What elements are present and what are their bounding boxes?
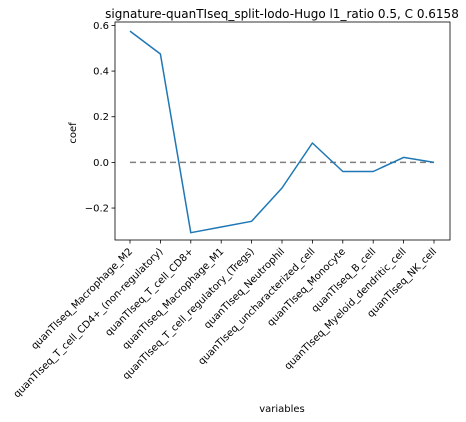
y-tick-label: 0.2: [93, 112, 109, 123]
y-axis-label: coef: [68, 122, 79, 144]
x-axis-label: variables: [259, 404, 305, 415]
y-tick-label: −0.2: [85, 204, 109, 215]
plot-area: 0.60.40.20.0−0.2quanTIseq_Macrophage_M2q…: [12, 21, 451, 400]
y-tick-label: 0.0: [93, 158, 109, 169]
series-line: [129, 30, 435, 234]
axes-frame: [114, 21, 451, 241]
y-tick-label: 0.6: [93, 21, 109, 32]
chart-title: signature-quanTIseq_split-lodo-Hugo l1_r…: [105, 7, 459, 21]
y-tick-label: 0.4: [93, 67, 109, 78]
